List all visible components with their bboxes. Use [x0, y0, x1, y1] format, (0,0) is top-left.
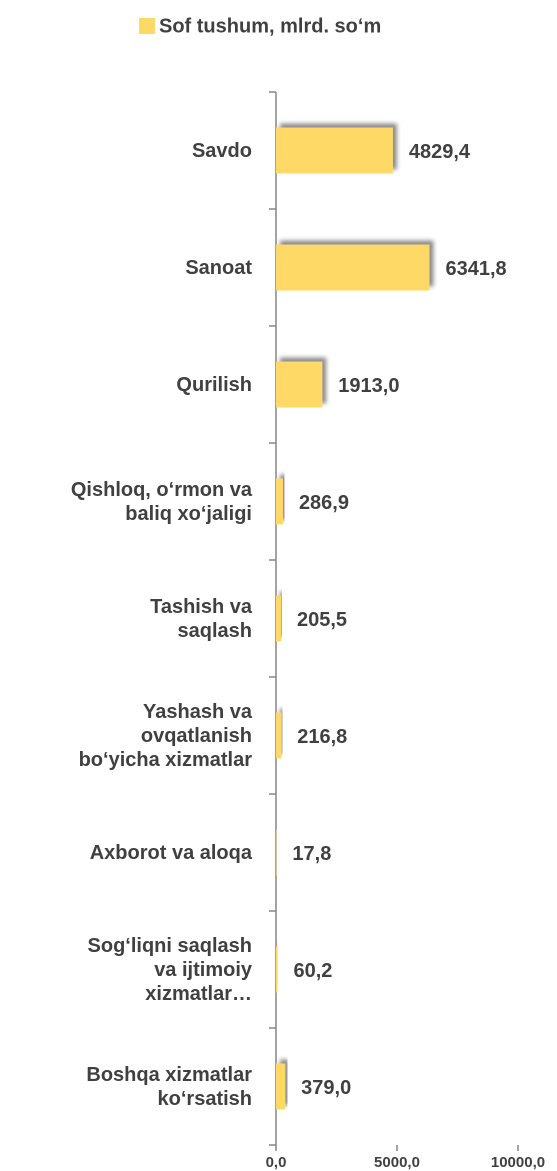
category-label: Sog‘liqni saqlash va ijtimoiy xizmatlar… — [87, 934, 252, 1005]
bar — [276, 595, 281, 642]
bar — [276, 361, 323, 408]
bar — [276, 244, 430, 291]
bar — [276, 127, 393, 174]
data-label: 60,2 — [293, 960, 332, 982]
legend-swatch — [139, 18, 155, 34]
data-label: 4829,4 — [409, 141, 471, 163]
bar — [276, 712, 282, 759]
category-label: Sanoat — [185, 256, 252, 279]
category-label: Savdo — [191, 139, 252, 162]
bar — [276, 946, 278, 993]
category-label: Boshqa xizmatlar ko‘rsatish — [86, 1063, 252, 1110]
category-label: Qishloq, o‘rmon va baliq xo‘jaligi — [70, 478, 252, 525]
category-label: Qurilish — [176, 373, 252, 396]
bar — [276, 1063, 286, 1110]
data-label: 216,8 — [297, 726, 347, 748]
data-label: 17,8 — [292, 843, 331, 865]
category-label: Tashish va saqlash — [150, 595, 252, 642]
data-label: 205,5 — [297, 609, 347, 631]
legend-label: Sof tushum, mlrd. so‘m — [159, 15, 381, 37]
data-label: 286,9 — [299, 492, 349, 514]
category-label: Axborot va aloqa — [89, 841, 252, 864]
category-label: Yashash va ovqatlanish bo‘yicha xizmatla… — [78, 700, 252, 771]
bar — [276, 478, 283, 525]
x-tick-label: 0,0 — [266, 1154, 287, 1171]
data-label: 6341,8 — [445, 258, 506, 280]
x-tick-label: 5000,0 — [374, 1154, 420, 1171]
data-label: 379,0 — [301, 1077, 351, 1099]
data-label: 1913,0 — [338, 375, 399, 397]
x-tick-label: 10000,0 — [491, 1154, 545, 1171]
